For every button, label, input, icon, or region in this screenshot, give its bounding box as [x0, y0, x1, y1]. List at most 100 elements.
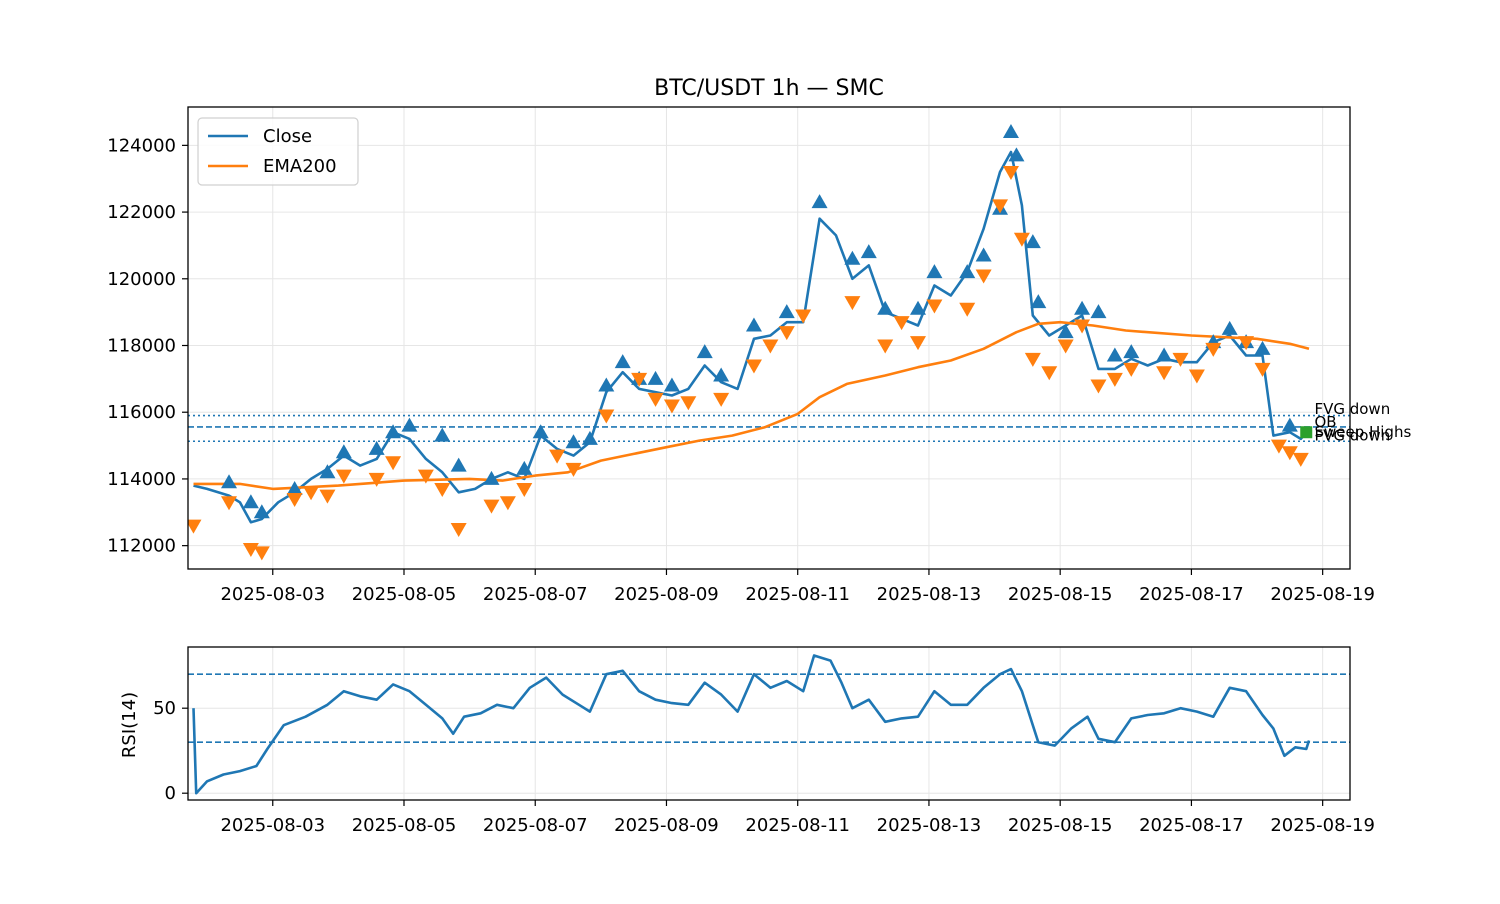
x-tick-label: 2025-08-17 [1139, 584, 1244, 605]
swing-high-marker [385, 424, 402, 439]
swing-low-marker [221, 496, 238, 511]
x-tick-label: 2025-08-17 [1139, 815, 1244, 836]
swing-high-marker [975, 247, 992, 262]
swing-high-marker [1281, 417, 1298, 432]
x-tick-label: 2025-08-09 [614, 815, 719, 836]
x-tick-label: 2025-08-03 [220, 815, 325, 836]
swing-low-marker [631, 372, 648, 387]
swing-low-marker [188, 519, 202, 534]
x-tick-label: 2025-08-13 [877, 584, 982, 605]
swing-high-marker [745, 317, 762, 332]
swing-high-marker [860, 244, 877, 259]
swing-low-marker [975, 269, 992, 284]
swing-high-marker [959, 264, 976, 279]
swing-low-marker [992, 199, 1009, 214]
swing-low-marker [647, 392, 664, 407]
swing-low-marker [1270, 439, 1287, 454]
swing-high-marker [1008, 147, 1025, 162]
y-tick-label: 120000 [107, 269, 176, 290]
swing-low-marker [1041, 366, 1058, 381]
swing-low-marker [368, 472, 385, 487]
swing-high-marker [253, 504, 270, 519]
swing-low-marker [844, 296, 861, 311]
y-tick-label: 114000 [107, 469, 176, 490]
legend-label: EMA200 [263, 156, 337, 177]
swing-low-marker [1090, 379, 1107, 394]
swing-low-marker [434, 482, 451, 497]
swing-high-marker [1106, 347, 1123, 362]
sweep-marker [1300, 426, 1313, 439]
x-tick-label: 2025-08-19 [1270, 584, 1375, 605]
swing-low-marker [1024, 352, 1041, 367]
swing-low-marker [663, 399, 680, 414]
x-tick-label: 2025-08-11 [745, 584, 850, 605]
swing-high-marker [647, 370, 664, 385]
swing-low-marker [745, 359, 762, 374]
annotation-label: OB [1314, 413, 1336, 431]
swing-low-marker [1123, 362, 1140, 377]
swing-low-marker [778, 326, 795, 341]
axes-frame [187, 646, 1351, 801]
swing-low-marker [1205, 342, 1222, 357]
swing-high-marker [1254, 340, 1271, 355]
swing-low-marker [286, 492, 303, 507]
swing-low-marker [877, 339, 894, 354]
y-tick-label: 116000 [107, 402, 176, 423]
swing-low-marker [680, 396, 697, 411]
swing-high-marker [1002, 124, 1019, 139]
swing-low-marker [1238, 336, 1255, 351]
swing-high-marker [778, 304, 795, 319]
swing-high-marker [598, 377, 615, 392]
swing-high-marker [1156, 347, 1173, 362]
swing-low-marker [1002, 166, 1019, 181]
swing-low-marker [959, 302, 976, 317]
swing-low-marker [926, 299, 943, 314]
swing-low-marker [303, 486, 320, 501]
swing-high-marker [1074, 300, 1091, 315]
swing-high-marker [877, 300, 894, 315]
swing-high-marker [696, 344, 713, 359]
swing-low-marker [762, 339, 779, 354]
swing-high-marker [242, 494, 259, 509]
swing-high-marker [450, 457, 467, 472]
swing-low-marker [319, 489, 336, 504]
swing-low-marker [1074, 319, 1091, 334]
x-tick-label: 2025-08-15 [1008, 815, 1113, 836]
swing-high-marker [221, 474, 238, 489]
swing-low-marker [910, 336, 927, 351]
swing-high-marker [368, 440, 385, 455]
y-tick-label: 112000 [107, 536, 176, 557]
swing-high-marker [811, 194, 828, 209]
swing-high-marker [581, 430, 598, 445]
x-tick-label: 2025-08-05 [352, 815, 457, 836]
series-line-close [193, 150, 1311, 524]
x-tick-label: 2025-08-05 [352, 584, 457, 605]
series-line-rsi [192, 654, 1311, 795]
legend: Close EMA200 [197, 117, 359, 186]
swing-high-marker [926, 264, 943, 279]
swing-high-marker [516, 460, 533, 475]
legend-label: Close [263, 126, 312, 147]
swing-low-marker [483, 499, 500, 514]
plot-area-1 [188, 654, 1350, 795]
panel-1: 2025-08-03 2025-08-05 2025-08-07 2025-08-09… [153, 646, 1375, 836]
swing-high-marker [483, 470, 500, 485]
x-tick-label: 2025-08-03 [220, 584, 325, 605]
plot-area-0 [188, 124, 1350, 561]
swing-high-marker [1221, 320, 1238, 335]
swing-low-marker [1292, 452, 1309, 467]
swing-low-marker [549, 449, 566, 464]
x-tick-label: 2025-08-13 [877, 815, 982, 836]
swing-high-marker [1024, 234, 1041, 249]
y-tick-label: 0 [165, 783, 176, 804]
rsi-ylabel: RSI(14) [119, 692, 140, 758]
swing-high-marker [1090, 304, 1107, 319]
swing-high-marker [532, 424, 549, 439]
swing-low-marker [499, 496, 516, 511]
swing-high-marker [335, 444, 352, 459]
annotation-label: Sweep Highs [1314, 423, 1411, 441]
x-tick-label: 2025-08-19 [1270, 815, 1375, 836]
swing-low-marker [1281, 446, 1298, 461]
